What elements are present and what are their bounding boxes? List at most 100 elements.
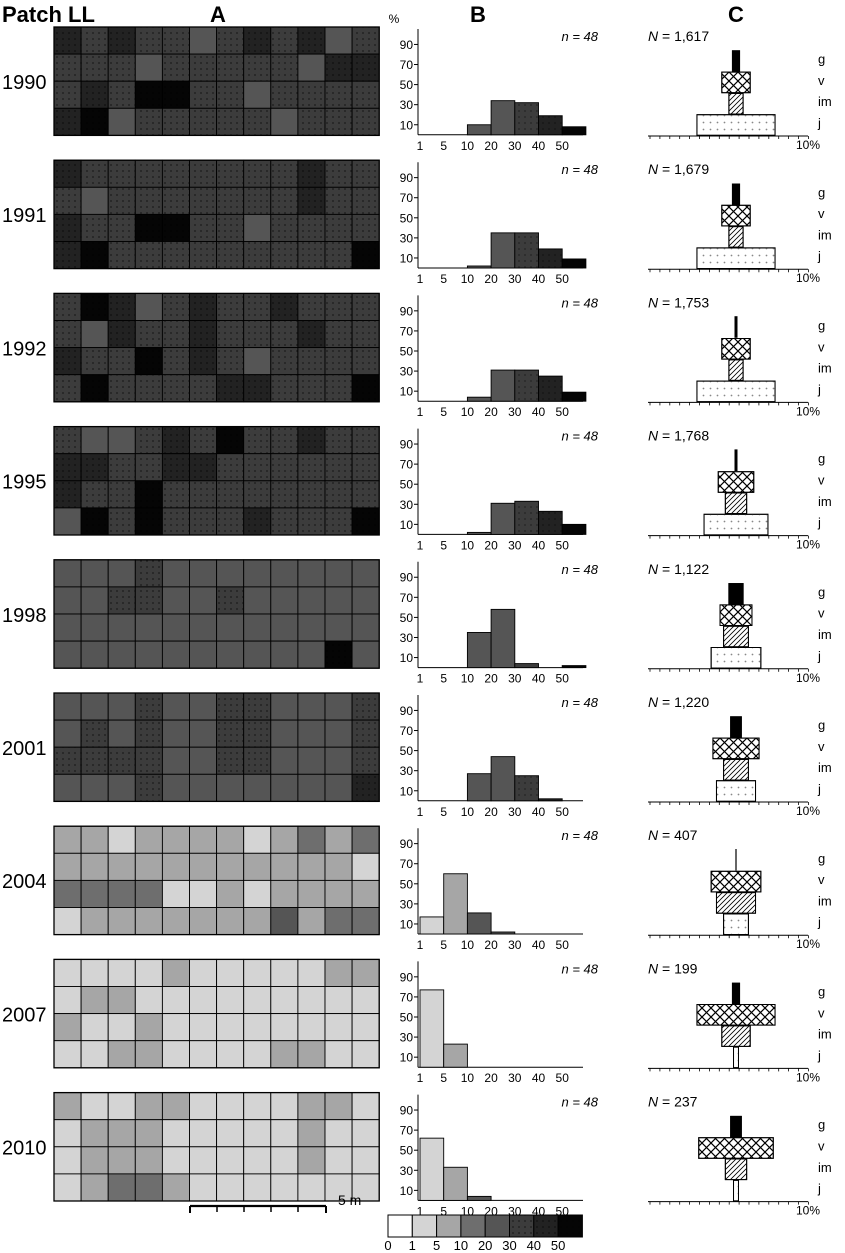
grid-cell-texture <box>81 54 108 81</box>
grid-cell-texture <box>135 27 162 54</box>
grid-cell <box>53 1092 82 1121</box>
grid-cell-texture <box>271 214 298 241</box>
grid-cell-texture <box>135 560 162 587</box>
grid-cell-texture <box>108 54 135 81</box>
grid-cell <box>351 958 380 987</box>
population-size-label: N = 1,768 <box>648 428 709 444</box>
grid-cell <box>243 347 272 376</box>
stage-label: im <box>818 494 832 509</box>
year-label: 2004 <box>2 871 47 893</box>
grid-cell-texture <box>271 481 298 508</box>
grid-cell <box>270 773 299 802</box>
histogram-n-label: n = 48 <box>561 429 598 444</box>
grid-cell-texture <box>352 27 379 54</box>
grid-cell-texture <box>325 293 352 320</box>
grid-cell <box>134 640 163 669</box>
stage-label: g <box>818 451 825 466</box>
histogram-x-tick-label: 5 <box>440 272 447 286</box>
grid-cell-texture <box>217 348 244 375</box>
stage-bar-v <box>696 1004 776 1026</box>
grid-border <box>53 559 380 669</box>
grid-cell <box>243 986 272 1015</box>
grid-cell <box>107 1146 136 1175</box>
histogram-x-tick-label: 1 <box>417 538 424 552</box>
grid-cell <box>243 773 272 802</box>
grid-cell <box>53 879 82 908</box>
histogram-x-tick-label: 40 <box>532 1071 546 1085</box>
grid-cell-texture <box>108 348 135 375</box>
grid-cell <box>189 746 218 775</box>
legend-label: 1 <box>409 1238 416 1253</box>
legend-swatch-texture <box>510 1215 534 1237</box>
histogram-y-tick-label: 10 <box>400 385 414 399</box>
histogram-x-tick-label: 30 <box>508 1071 522 1085</box>
grid-cell <box>161 746 190 775</box>
grid-cell <box>80 852 109 881</box>
grid-cell-texture <box>298 454 325 481</box>
grid-cell <box>161 1173 190 1202</box>
histogram-x-tick-label: 50 <box>556 1071 570 1085</box>
histogram-bar <box>490 232 516 269</box>
grid-cell <box>351 640 380 669</box>
grid-cell <box>351 613 380 642</box>
grid-cell <box>243 640 272 669</box>
histogram-y-tick-label: 10 <box>400 651 414 665</box>
grid-cell <box>161 852 190 881</box>
grid-cell <box>270 1013 299 1042</box>
histogram-x-tick-label: 50 <box>556 805 570 819</box>
grid-cell <box>297 640 326 669</box>
grid-cell-texture <box>162 321 189 348</box>
histogram-x-tick-label: 10 <box>461 938 475 952</box>
histogram-y-tick-label: 70 <box>400 857 414 871</box>
histogram-x-tick-label: 5 <box>440 672 447 686</box>
grid-cell <box>107 1173 136 1202</box>
grid-cell <box>324 1119 353 1148</box>
stage-label: im <box>818 760 832 775</box>
stage-label: j <box>817 382 821 397</box>
grid-cell <box>53 1173 82 1202</box>
grid-cell-texture <box>298 348 325 375</box>
grid-cell <box>134 958 163 987</box>
grid-cell-texture <box>271 454 298 481</box>
grid-cell <box>270 640 299 669</box>
grid-cell <box>351 1146 380 1175</box>
grid-cell-texture <box>271 427 298 454</box>
pyramid-x-label: 10% <box>796 271 820 285</box>
grid-cell-texture <box>352 693 379 720</box>
legend-label: 10 <box>454 1238 468 1253</box>
histogram-bar <box>490 931 516 935</box>
grid-cell <box>80 320 109 349</box>
grid-cell <box>270 719 299 748</box>
histogram-x-tick-label: 30 <box>508 938 522 952</box>
grid-cell-texture <box>162 427 189 454</box>
histogram-y-tick-label: 50 <box>400 877 414 891</box>
grid-cell <box>107 907 136 936</box>
grid-cell <box>216 613 245 642</box>
grid-cell-texture <box>244 747 271 774</box>
header-c: C <box>728 2 744 27</box>
stage-label: im <box>818 627 832 642</box>
grid-cell <box>243 80 272 109</box>
population-size-label: N = 1,122 <box>648 561 709 577</box>
grid-cell <box>134 852 163 881</box>
grid-cell <box>80 1173 109 1202</box>
histogram-bar <box>466 773 492 802</box>
histogram-bar-texture <box>515 103 538 135</box>
grid-cell-texture <box>190 160 217 187</box>
histogram-bar <box>443 1166 468 1201</box>
grid-cell <box>270 1173 299 1202</box>
grid-cell <box>189 559 218 588</box>
histogram-bar <box>466 124 492 136</box>
grid-cell-texture <box>54 375 81 402</box>
grid-cell-texture <box>298 27 325 54</box>
pyramid-x-label: 10% <box>796 671 820 685</box>
grid-cell <box>324 852 353 881</box>
histogram-x-tick-label: 30 <box>508 805 522 819</box>
histogram-x-tick-label: 40 <box>532 405 546 419</box>
grid-cell <box>216 907 245 936</box>
grid-cell <box>107 1119 136 1148</box>
grid-cell-texture <box>217 587 244 614</box>
histogram-y-tick-label: 70 <box>400 58 414 72</box>
grid-cell-texture <box>54 187 81 214</box>
grid-border <box>53 692 380 803</box>
